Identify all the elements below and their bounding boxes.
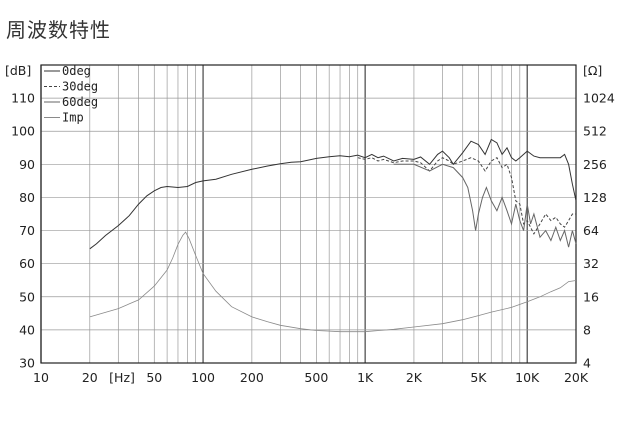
legend-label: Imp — [62, 111, 84, 125]
series-line-60deg — [393, 163, 577, 248]
page-title: 周波数特性 — [6, 18, 111, 42]
x-tick-label: 10 — [33, 370, 49, 385]
plot-frame — [40, 64, 577, 364]
x-tick-label: 20K — [564, 370, 589, 385]
x-tick-label: 20 — [82, 370, 98, 385]
y-right-tick-label: 128 — [583, 190, 607, 205]
chart-grid — [40, 65, 577, 364]
y-right-tick-label: 16 — [583, 289, 599, 304]
x-unit-label: [Hz] — [109, 370, 135, 385]
series-line-imp — [89, 231, 577, 333]
y-right-tick-label: 32 — [583, 256, 599, 271]
y-right-tick-label: 256 — [583, 157, 607, 172]
x-tick-label: 10K — [515, 370, 540, 385]
y-right-tick-label: 8 — [583, 322, 591, 337]
legend-label: 60deg — [62, 95, 98, 109]
x-tick-label: 50 — [146, 370, 162, 385]
legend-label: 30deg — [62, 80, 98, 94]
y-left-tick-label: 50 — [19, 289, 35, 304]
legend-label: 0deg — [62, 64, 91, 78]
y-left-tick-label: 70 — [19, 223, 35, 238]
series-line-30deg — [357, 157, 576, 235]
chart-tick-labels: 10 20 50 100 200 500 1K 2K 5K 10K 20K [Hz] 30 40 50 60 7… — [5, 63, 615, 385]
y-right-tick-label: 1024 — [583, 91, 615, 106]
x-tick-label: 200 — [240, 370, 264, 385]
y-right-tick-label: 64 — [583, 223, 599, 238]
y-right-unit-label: [Ω] — [583, 63, 602, 78]
y-left-unit-label: [dB] — [5, 63, 31, 78]
x-tick-label: 2K — [406, 370, 423, 385]
x-tick-label: 100 — [191, 370, 215, 385]
y-left-tick-label: 40 — [19, 322, 35, 337]
y-left-tick-label: 30 — [19, 356, 35, 371]
y-right-tick-label: 512 — [583, 124, 607, 139]
y-right-tick-label: 4 — [583, 356, 591, 371]
x-tick-label: 1K — [357, 370, 374, 385]
chart-series — [89, 138, 577, 333]
series-line-0deg — [89, 138, 577, 250]
y-left-tick-label: 80 — [19, 190, 35, 205]
x-tick-label: 500 — [304, 370, 328, 385]
y-left-tick-label: 90 — [19, 157, 35, 172]
x-tick-label: 5K — [470, 370, 487, 385]
y-left-tick-label: 60 — [19, 256, 35, 271]
y-left-tick-label: 110 — [11, 91, 35, 106]
y-left-tick-label: 100 — [11, 124, 35, 139]
